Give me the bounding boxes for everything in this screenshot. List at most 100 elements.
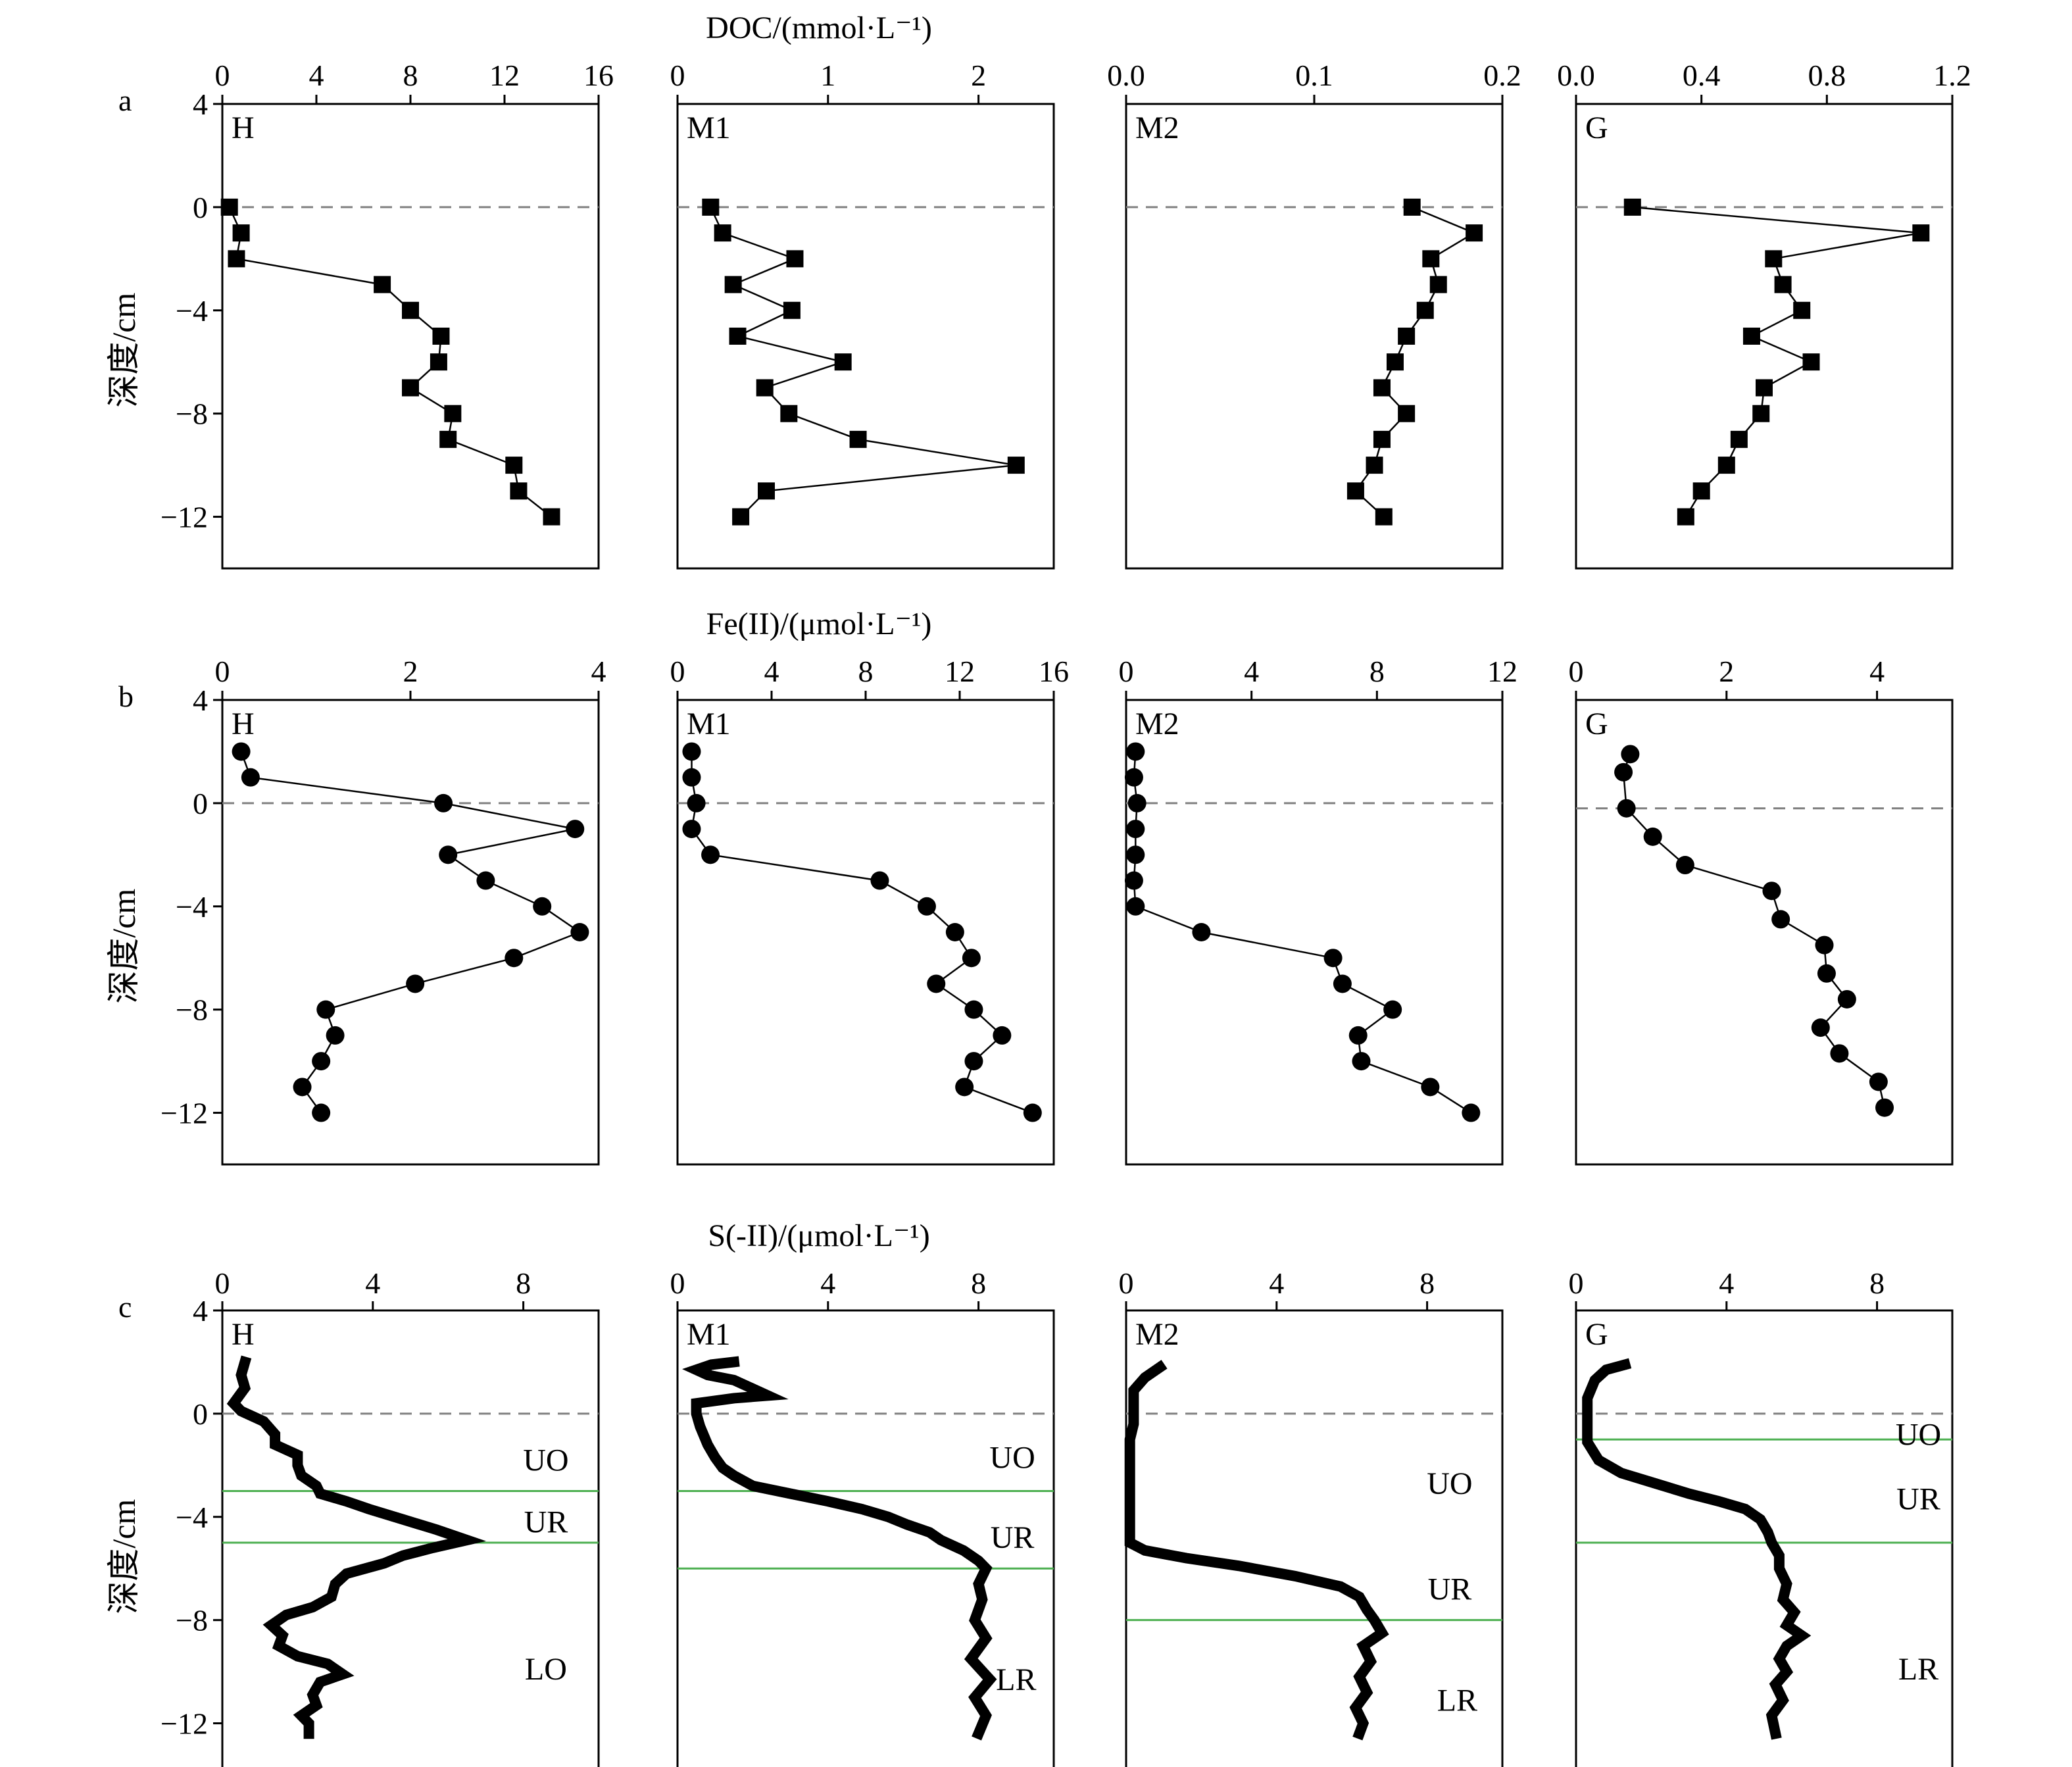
data-point <box>870 871 889 890</box>
data-point <box>1762 882 1781 901</box>
x-tick-label: 12 <box>489 59 520 92</box>
plot-frame <box>1575 1309 1954 1767</box>
data-point <box>780 405 798 422</box>
data-point <box>945 923 964 941</box>
zone-label-LR: LR <box>1437 1683 1477 1718</box>
x-tick-label: 16 <box>1039 655 1069 688</box>
data-point <box>682 742 701 761</box>
data-point <box>402 301 419 319</box>
data-point <box>241 768 260 787</box>
x-tick-label: 4 <box>1244 655 1259 688</box>
data-point <box>432 328 450 345</box>
data-point <box>1403 198 1421 216</box>
plot-frame <box>676 1309 1055 1767</box>
x-tick-label: 2 <box>403 655 418 688</box>
x-tick-label: 0 <box>1569 655 1584 688</box>
data-point <box>1126 897 1145 916</box>
x-tick-label: 4 <box>1269 1266 1284 1300</box>
zone-label-LO: LO <box>525 1652 567 1687</box>
data-point <box>1830 1044 1849 1063</box>
y-tick-label: 4 <box>193 1294 208 1328</box>
data-point <box>1793 301 1811 319</box>
y-tick-label: 0 <box>193 787 208 820</box>
data-point <box>1621 745 1640 764</box>
y-axis-label-a: 深度/cm <box>105 293 142 408</box>
data-point <box>293 1078 312 1097</box>
panel-c-M2: 0 4 8 M2 UO UR LR <box>1119 1266 1504 1767</box>
series-line <box>710 207 1017 518</box>
zone-label-UR: UR <box>1896 1481 1940 1516</box>
y-tick-label: −12 <box>160 1707 208 1741</box>
data-point <box>326 1026 345 1045</box>
x-tick-label: 0 <box>670 1266 685 1300</box>
panel-b-M1: 0 4 8 12 16 M1 <box>670 655 1069 1166</box>
row-c: S(-II)/(μmol·L⁻¹)c深度/cm0 4 840−4−8−12HUOUR… <box>105 1218 1954 1767</box>
data-point <box>312 1103 331 1122</box>
x-tick-label: 4 <box>591 655 606 688</box>
data-point <box>505 949 524 968</box>
data-point <box>402 379 419 397</box>
y-tick-label: −8 <box>176 1604 208 1637</box>
data-point <box>476 871 495 890</box>
site-label-M2: M2 <box>1135 707 1179 741</box>
y-tick-label: −4 <box>176 1501 208 1534</box>
site-label-H: H <box>232 1317 255 1352</box>
data-point <box>1023 1103 1042 1122</box>
sulfide-profile-line <box>682 1356 997 1741</box>
data-point <box>1875 1098 1894 1117</box>
data-point <box>1373 430 1391 448</box>
data-point <box>430 353 447 371</box>
data-point <box>1837 989 1856 1008</box>
x-tick-label: 0.0 <box>1107 59 1145 92</box>
plot-frame <box>1125 103 1504 570</box>
data-point <box>312 1052 331 1071</box>
x-tick-label: 4 <box>309 59 324 92</box>
data-point <box>1348 1026 1368 1045</box>
data-point <box>1398 328 1416 345</box>
y-tick-label: 0 <box>193 191 208 224</box>
data-point <box>1383 1000 1402 1019</box>
data-point <box>1366 457 1383 474</box>
y-tick-label: −8 <box>176 397 208 431</box>
data-point <box>1126 845 1145 864</box>
data-point <box>1817 964 1836 983</box>
data-point <box>374 276 391 293</box>
plot-frame <box>1575 699 1954 1166</box>
data-point <box>1617 799 1636 818</box>
data-point <box>1352 1052 1371 1071</box>
site-label-H: H <box>232 111 255 145</box>
x-tick-label: 8 <box>858 655 874 688</box>
site-label-M1: M1 <box>687 1317 731 1352</box>
x-tick-label: 4 <box>1719 1266 1734 1300</box>
data-point <box>1422 250 1440 268</box>
data-point <box>1692 482 1710 500</box>
site-label-H: H <box>232 707 255 741</box>
row-title-a: DOC/(mmol·L⁻¹) <box>706 11 932 45</box>
data-point <box>1421 1078 1440 1097</box>
plot-frame <box>676 103 1055 570</box>
x-tick-label: 0 <box>215 59 230 92</box>
data-point <box>1124 768 1143 787</box>
x-tick-label: 8 <box>1369 655 1385 688</box>
data-point <box>228 250 245 268</box>
data-point <box>1466 224 1483 242</box>
data-point <box>232 224 250 242</box>
zone-label-UR: UR <box>1428 1572 1472 1607</box>
x-tick-label: 0 <box>670 59 685 92</box>
site-label-M2: M2 <box>1135 1317 1179 1352</box>
x-tick-label: 8 <box>971 1266 986 1300</box>
y-tick-label: −4 <box>176 294 208 328</box>
panel-a-M2: 0.0 0.1 0.2 M2 <box>1107 59 1521 570</box>
x-tick-label: 0.0 <box>1557 59 1595 92</box>
data-point <box>220 198 238 216</box>
panel-c-G: 0 4 8 G UO UR LR <box>1569 1266 1954 1767</box>
panel-b-H: 0 2 440−4−8−12H <box>160 655 606 1166</box>
site-label-G: G <box>1585 111 1608 145</box>
data-point <box>439 430 457 448</box>
x-tick-label: 0.4 <box>1683 59 1721 92</box>
sulfide-profile-line <box>1582 1358 1812 1740</box>
data-point <box>1742 328 1760 345</box>
